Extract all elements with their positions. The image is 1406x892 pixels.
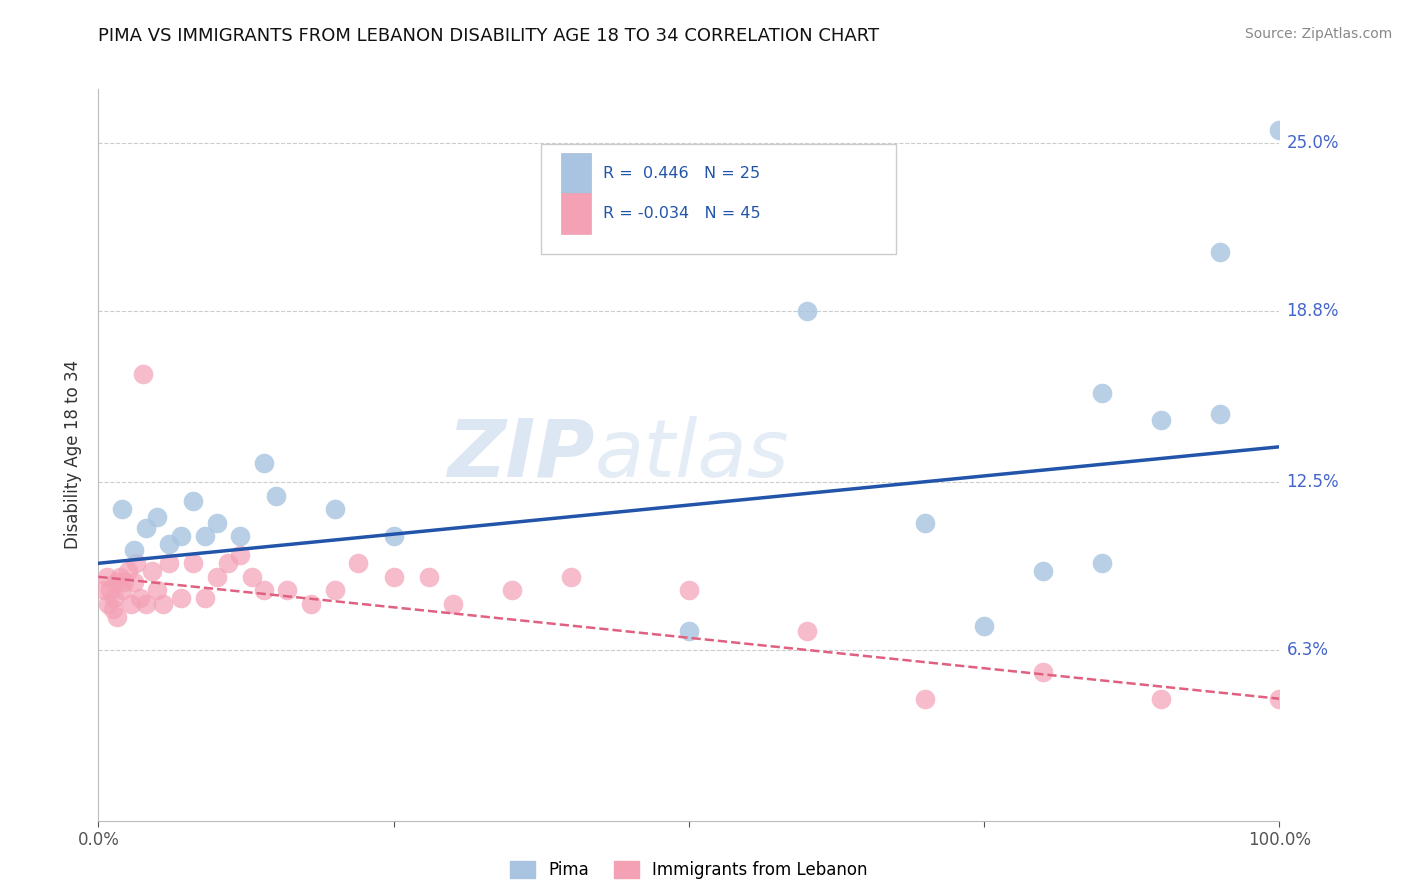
- Point: [382, 570, 405, 584]
- Point: [181, 556, 204, 570]
- Point: [418, 570, 440, 584]
- Y-axis label: Disability Age 18 to 34: Disability Age 18 to 34: [65, 360, 83, 549]
- Point: [157, 556, 180, 570]
- Point: [1209, 244, 1232, 259]
- Point: [146, 583, 169, 598]
- Point: [1091, 556, 1114, 570]
- Point: [170, 529, 193, 543]
- Point: [914, 691, 936, 706]
- Point: [1209, 407, 1232, 421]
- Point: [135, 521, 157, 535]
- Point: [132, 367, 155, 381]
- Text: atlas: atlas: [595, 416, 789, 494]
- Text: 12.5%: 12.5%: [1286, 473, 1339, 491]
- Point: [796, 304, 818, 318]
- Bar: [561, 194, 591, 234]
- Point: [217, 556, 239, 570]
- Point: [1150, 413, 1173, 427]
- Text: Source: ZipAtlas.com: Source: ZipAtlas.com: [1244, 27, 1392, 41]
- Point: [105, 610, 128, 624]
- Point: [146, 510, 169, 524]
- Point: [560, 570, 582, 584]
- Point: [105, 575, 128, 590]
- Point: [141, 565, 163, 579]
- Point: [111, 583, 134, 598]
- Point: [103, 591, 125, 606]
- Text: PIMA VS IMMIGRANTS FROM LEBANON DISABILITY AGE 18 TO 34 CORRELATION CHART: PIMA VS IMMIGRANTS FROM LEBANON DISABILI…: [98, 27, 880, 45]
- Point: [181, 494, 204, 508]
- Point: [122, 575, 145, 590]
- Point: [152, 597, 174, 611]
- Point: [299, 597, 322, 611]
- Point: [229, 529, 252, 543]
- Point: [382, 529, 405, 543]
- Point: [205, 516, 228, 530]
- Point: [678, 624, 700, 638]
- Point: [253, 583, 276, 598]
- Point: [96, 570, 118, 584]
- Point: [97, 597, 120, 611]
- Point: [253, 456, 276, 470]
- Legend: Pima, Immigrants from Lebanon: Pima, Immigrants from Lebanon: [503, 854, 875, 886]
- Point: [122, 542, 145, 557]
- Point: [240, 570, 263, 584]
- Point: [194, 591, 217, 606]
- Point: [914, 516, 936, 530]
- FancyBboxPatch shape: [541, 144, 896, 253]
- Text: R = -0.034   N = 45: R = -0.034 N = 45: [603, 206, 761, 221]
- Text: 6.3%: 6.3%: [1286, 641, 1329, 659]
- Point: [108, 570, 131, 584]
- Point: [157, 537, 180, 551]
- Point: [501, 583, 523, 598]
- Point: [98, 583, 121, 598]
- Point: [678, 583, 700, 598]
- Point: [101, 602, 124, 616]
- Point: [1268, 691, 1291, 706]
- Point: [125, 556, 148, 570]
- Point: [796, 624, 818, 638]
- Point: [117, 565, 139, 579]
- Point: [1091, 385, 1114, 400]
- Text: 18.8%: 18.8%: [1286, 302, 1339, 320]
- Point: [347, 556, 370, 570]
- Point: [121, 597, 143, 611]
- Point: [1032, 565, 1054, 579]
- Point: [323, 583, 346, 598]
- Point: [135, 597, 157, 611]
- Point: [1268, 123, 1291, 137]
- Point: [264, 489, 287, 503]
- Point: [973, 618, 995, 632]
- Text: 25.0%: 25.0%: [1286, 135, 1339, 153]
- Point: [1032, 665, 1054, 679]
- Point: [170, 591, 193, 606]
- Point: [323, 502, 346, 516]
- Text: ZIP: ZIP: [447, 416, 595, 494]
- Point: [93, 583, 115, 598]
- Point: [441, 597, 464, 611]
- Point: [1150, 691, 1173, 706]
- Point: [112, 575, 135, 590]
- Point: [229, 548, 252, 562]
- Point: [276, 583, 298, 598]
- Point: [205, 570, 228, 584]
- Bar: [561, 153, 591, 194]
- Point: [194, 529, 217, 543]
- Text: R =  0.446   N = 25: R = 0.446 N = 25: [603, 166, 759, 181]
- Point: [128, 591, 150, 606]
- Point: [111, 502, 134, 516]
